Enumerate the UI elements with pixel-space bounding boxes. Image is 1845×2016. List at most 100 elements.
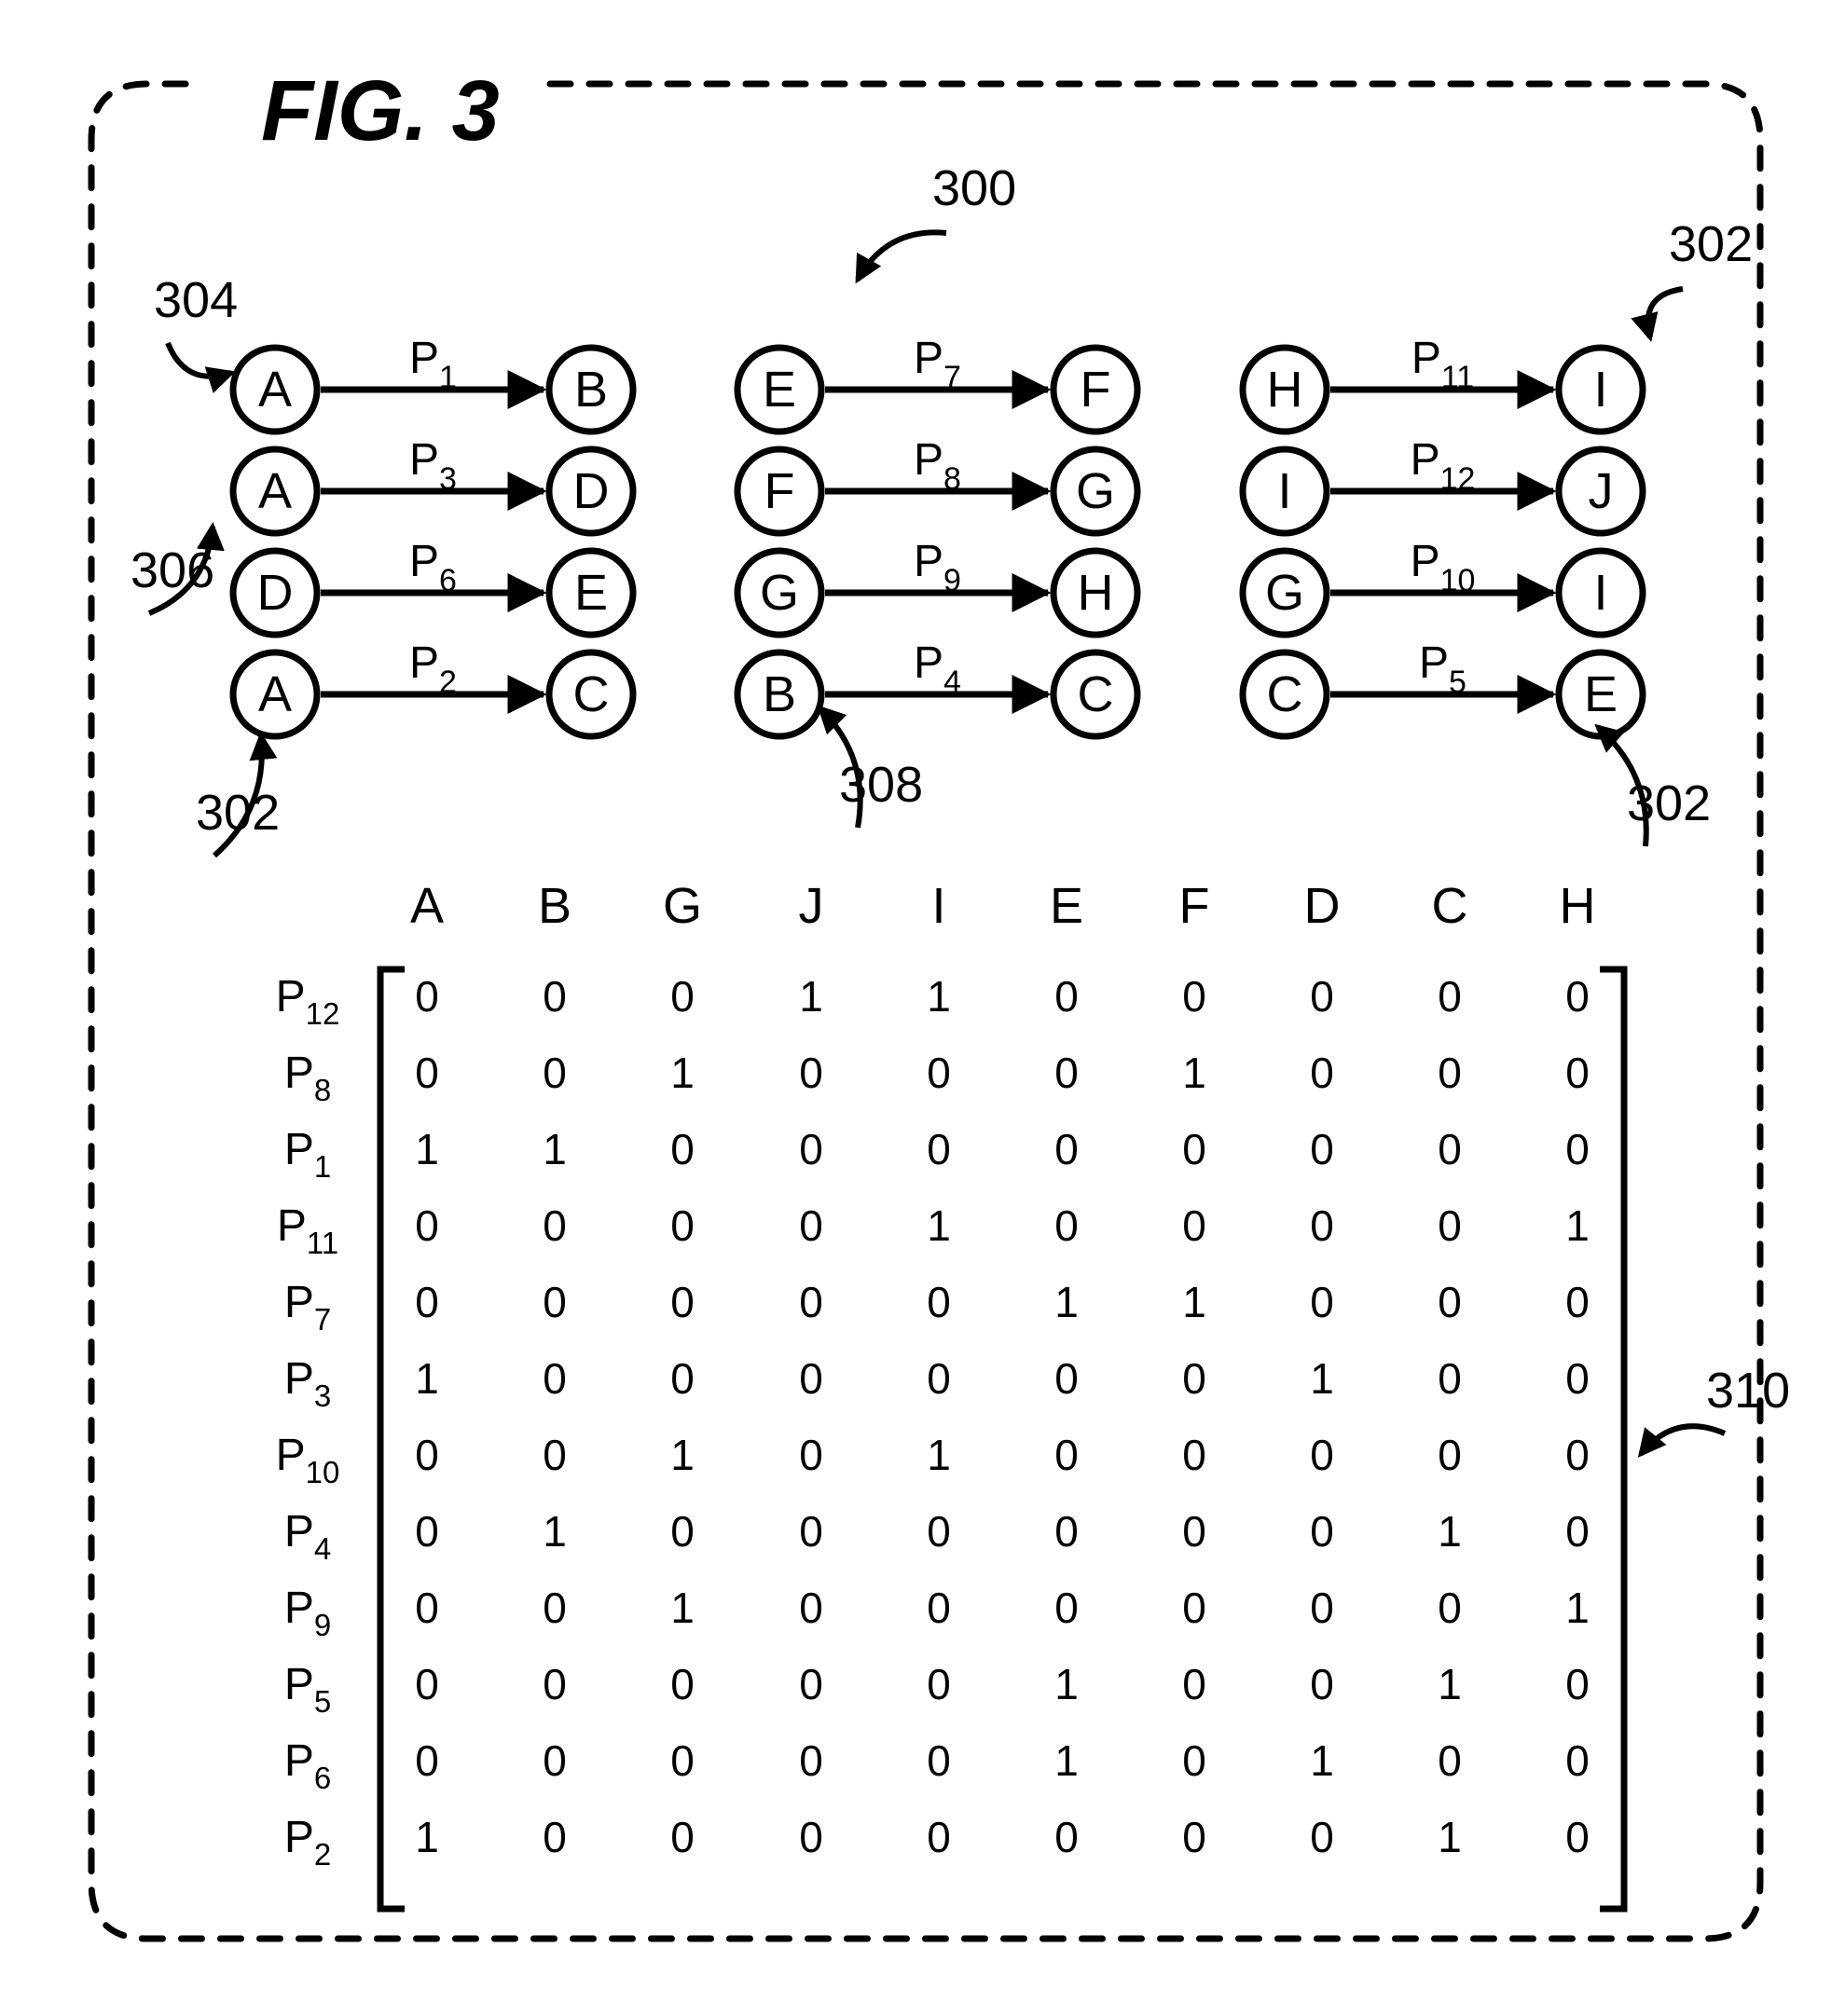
matrix-cell: 0 (1438, 1278, 1462, 1326)
matrix-cell: 0 (799, 1201, 823, 1250)
matrix-cell: 0 (1565, 972, 1590, 1021)
graph-edge-label: P4 (914, 638, 961, 700)
matrix-cell: 0 (1565, 1660, 1590, 1708)
matrix-bracket-right (1600, 969, 1624, 1909)
matrix-cell: 1 (543, 1125, 567, 1173)
graph-node-label: G (1076, 463, 1115, 519)
matrix-cell: 0 (1310, 1660, 1334, 1708)
graph-edge-label: P11 (1411, 334, 1474, 395)
matrix-cell: 0 (415, 1431, 439, 1479)
callout-label: 302 (1669, 216, 1753, 272)
graph-node-label: B (574, 362, 608, 418)
matrix-cell: 0 (927, 1278, 951, 1326)
matrix-cell: 0 (1310, 1507, 1334, 1556)
matrix-cell: 1 (670, 1049, 695, 1097)
graph-node-label: J (1589, 463, 1614, 519)
matrix-cell: 0 (927, 1813, 951, 1861)
matrix-cell: 0 (1310, 1584, 1334, 1632)
matrix-cell: 0 (1054, 1431, 1079, 1479)
matrix-cell: 0 (670, 1813, 695, 1861)
figure-title: FIG. 3 (261, 63, 500, 158)
matrix-row-header: P5 (284, 1660, 331, 1719)
matrix-cell: 0 (1565, 1813, 1590, 1861)
matrix-cell: 1 (927, 972, 951, 1021)
matrix-cell: 0 (1054, 1354, 1079, 1403)
callout-leader (1641, 1426, 1725, 1454)
matrix-cell: 1 (1182, 1278, 1206, 1326)
matrix-cell: 1 (1054, 1660, 1079, 1708)
matrix-cell: 0 (1565, 1736, 1590, 1785)
callout-leader (1648, 289, 1683, 337)
graph-node-label: F (1081, 362, 1111, 418)
graph-edge-label: P7 (914, 334, 961, 395)
graph-node-label: D (257, 565, 294, 621)
matrix-cell: 0 (670, 1201, 695, 1250)
matrix-cell: 0 (670, 1125, 695, 1173)
matrix-cell: 0 (670, 1278, 695, 1326)
matrix-cell: 0 (1310, 1431, 1334, 1479)
matrix-cell: 0 (927, 1584, 951, 1632)
matrix-cell: 0 (799, 1049, 823, 1097)
graph-edge-label: P1 (409, 334, 457, 395)
matrix-cell: 0 (1438, 1049, 1462, 1097)
graph-edge-label: P6 (409, 537, 457, 598)
graph-node-label: E (1584, 666, 1618, 722)
matrix-cell: 0 (415, 972, 439, 1021)
matrix-cell: 0 (799, 1125, 823, 1173)
matrix-cell: 0 (1438, 1431, 1462, 1479)
matrix-cell: 0 (543, 972, 567, 1021)
matrix-cell: 0 (1310, 972, 1334, 1021)
matrix-cell: 1 (1438, 1660, 1462, 1708)
matrix-cell: 0 (415, 1278, 439, 1326)
matrix-cell: 1 (415, 1813, 439, 1861)
matrix-cell: 0 (1310, 1813, 1334, 1861)
matrix-column-header: A (410, 878, 444, 934)
matrix-cell: 0 (1182, 972, 1206, 1021)
matrix-column-header: B (538, 878, 571, 934)
graph-node-label: F (764, 463, 795, 519)
callout-label: 306 (131, 542, 214, 598)
matrix-cell: 0 (1182, 1813, 1206, 1861)
matrix-cell: 0 (415, 1507, 439, 1556)
graph-node-label: E (763, 362, 796, 418)
matrix-cell: 0 (927, 1049, 951, 1097)
matrix-cell: 1 (1054, 1278, 1079, 1326)
matrix-cell: 1 (1310, 1354, 1334, 1403)
matrix-cell: 1 (927, 1431, 951, 1479)
matrix-cell: 0 (543, 1584, 567, 1632)
matrix-row-header: P7 (284, 1278, 331, 1337)
matrix-cell: 0 (415, 1201, 439, 1250)
matrix-cell: 1 (415, 1354, 439, 1403)
matrix-cell: 0 (1054, 1813, 1079, 1861)
matrix-row-header: P3 (284, 1354, 331, 1413)
matrix-row-header: P12 (276, 972, 340, 1031)
matrix-cell: 0 (927, 1354, 951, 1403)
graph-node-label: I (1593, 565, 1607, 621)
matrix-cell: 1 (670, 1584, 695, 1632)
matrix-cell: 0 (670, 1354, 695, 1403)
matrix-cell: 0 (1054, 1507, 1079, 1556)
matrix-cell: 1 (1565, 1201, 1590, 1250)
callout-label: 310 (1706, 1363, 1790, 1419)
matrix-cell: 0 (543, 1354, 567, 1403)
matrix-cell: 0 (1182, 1736, 1206, 1785)
matrix-cell: 0 (543, 1431, 567, 1479)
matrix-cell: 0 (415, 1049, 439, 1097)
matrix-cell: 0 (1054, 1201, 1079, 1250)
matrix-cell: 1 (415, 1125, 439, 1173)
graph-edge-label: P9 (914, 537, 961, 598)
graph-node-label: G (760, 565, 799, 621)
matrix-bracket-left (380, 969, 405, 1909)
matrix-cell: 0 (1310, 1278, 1334, 1326)
matrix-cell: 0 (799, 1584, 823, 1632)
matrix-cell: 0 (927, 1125, 951, 1173)
matrix-cell: 0 (927, 1507, 951, 1556)
matrix-cell: 0 (1438, 1201, 1462, 1250)
graph-node-label: G (1265, 565, 1304, 621)
graph-edge-label: P8 (914, 435, 961, 497)
callout-label: 308 (839, 757, 923, 813)
matrix-cell: 0 (1182, 1507, 1206, 1556)
graph-node-label: A (258, 362, 292, 418)
matrix-cell: 0 (543, 1278, 567, 1326)
matrix-cell: 1 (1565, 1584, 1590, 1632)
